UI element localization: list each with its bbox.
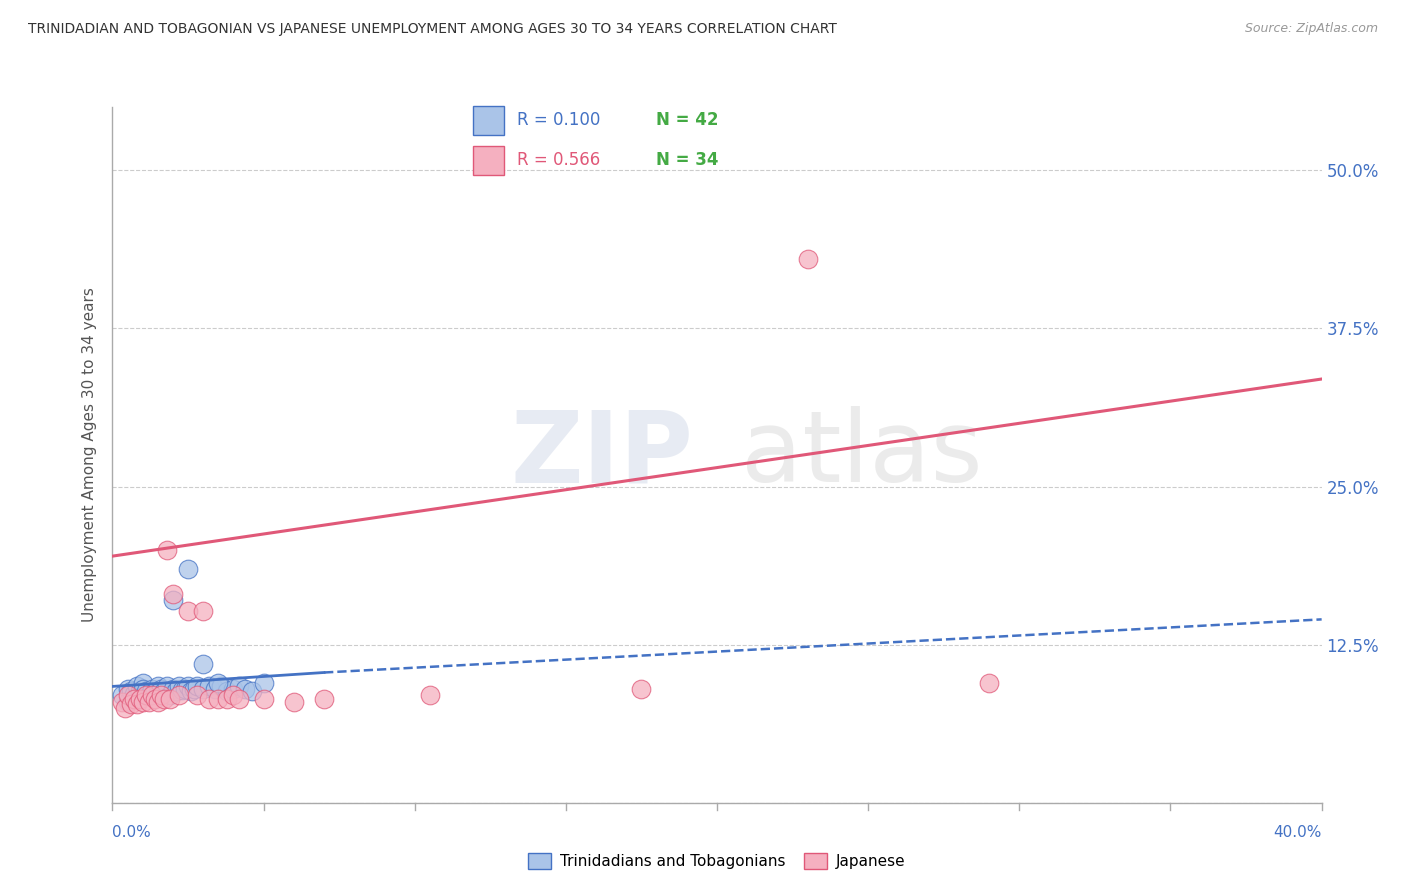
Text: N = 42: N = 42 (655, 112, 718, 129)
Point (183, 681, 205, 696)
Point (146, 686, 169, 700)
Point (149, 688, 172, 702)
Point (186, 680, 208, 694)
Text: N = 34: N = 34 (655, 151, 718, 169)
Point (117, 695, 139, 709)
Point (191, 657, 214, 671)
Text: R = 0.566: R = 0.566 (516, 151, 600, 169)
Text: ZIP: ZIP (510, 407, 693, 503)
Point (153, 684, 176, 698)
Point (128, 684, 150, 698)
Point (419, 688, 441, 702)
Point (120, 697, 142, 711)
Point (146, 695, 169, 709)
Point (170, 683, 193, 698)
Point (217, 692, 239, 706)
Legend: Trinidadians and Tobagonians, Japanese: Trinidadians and Tobagonians, Japanese (522, 847, 912, 875)
Text: 0.0%: 0.0% (112, 825, 152, 840)
Point (240, 684, 263, 698)
Point (162, 593, 184, 607)
Point (128, 692, 150, 706)
Point (153, 692, 176, 706)
Point (222, 681, 245, 696)
Point (167, 680, 190, 694)
Point (117, 681, 139, 696)
Text: 40.0%: 40.0% (1274, 825, 1322, 840)
Point (235, 681, 257, 696)
FancyBboxPatch shape (474, 146, 505, 175)
Point (117, 688, 139, 702)
Point (177, 680, 200, 694)
Text: atlas: atlas (741, 407, 983, 503)
Point (143, 692, 166, 706)
Point (162, 681, 184, 696)
Point (135, 684, 157, 698)
Point (253, 692, 276, 706)
Point (114, 701, 136, 715)
Text: R = 0.100: R = 0.100 (516, 112, 600, 129)
Point (186, 688, 208, 702)
Point (217, 684, 239, 698)
Point (125, 697, 148, 711)
Y-axis label: Unemployment Among Ages 30 to 34 years: Unemployment Among Ages 30 to 34 years (82, 287, 97, 623)
Point (138, 695, 160, 709)
Point (120, 684, 142, 698)
Point (132, 681, 155, 696)
Point (167, 688, 190, 702)
Point (159, 692, 181, 706)
Point (156, 542, 179, 557)
Point (198, 680, 221, 694)
Point (228, 692, 250, 706)
Point (141, 688, 163, 702)
Point (180, 684, 202, 698)
Point (135, 688, 157, 702)
Point (110, 688, 132, 702)
Point (141, 681, 163, 696)
Point (209, 680, 232, 694)
Point (283, 695, 305, 709)
Point (228, 680, 250, 694)
FancyBboxPatch shape (474, 106, 505, 135)
Point (149, 681, 172, 696)
Point (159, 688, 181, 702)
Point (174, 681, 197, 696)
Point (253, 675, 276, 690)
Point (977, 675, 1000, 690)
Point (796, 252, 818, 266)
Point (191, 603, 214, 617)
Point (146, 680, 169, 694)
Point (207, 692, 229, 706)
Point (177, 562, 200, 576)
Point (191, 681, 214, 696)
Point (122, 687, 145, 701)
Point (125, 680, 148, 694)
Text: Source: ZipAtlas.com: Source: ZipAtlas.com (1244, 22, 1378, 36)
Point (204, 681, 226, 696)
Point (162, 587, 184, 601)
Text: TRINIDADIAN AND TOBAGONIAN VS JAPANESE UNEMPLOYMENT AMONG AGES 30 TO 34 YEARS CO: TRINIDADIAN AND TOBAGONIAN VS JAPANESE U… (28, 22, 837, 37)
Point (122, 692, 145, 706)
Point (132, 675, 155, 690)
Point (143, 684, 166, 698)
Point (177, 603, 200, 617)
Point (630, 681, 652, 696)
Point (222, 688, 245, 702)
Point (314, 692, 336, 706)
Point (198, 692, 221, 706)
Point (138, 688, 160, 702)
Point (207, 675, 229, 690)
Point (132, 695, 155, 709)
Point (165, 684, 187, 698)
Point (156, 680, 179, 694)
Point (110, 695, 132, 709)
